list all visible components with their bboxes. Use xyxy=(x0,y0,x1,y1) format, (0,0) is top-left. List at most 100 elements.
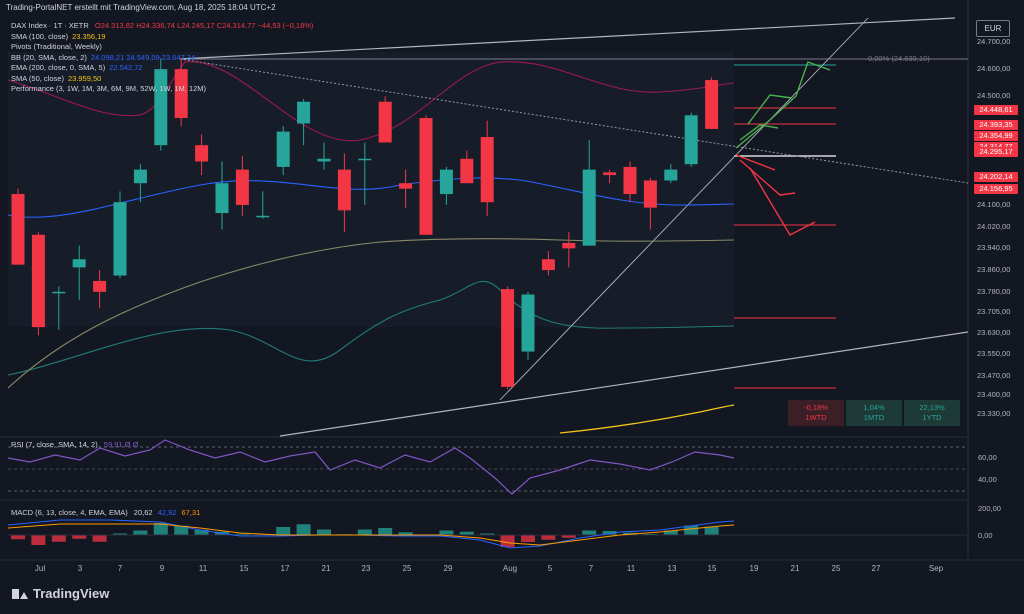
candle-body xyxy=(582,169,596,246)
time-tick: 23 xyxy=(362,564,371,573)
macd-bar xyxy=(663,530,678,535)
candle-body xyxy=(460,158,474,184)
rsi-tick-60: 60,00 xyxy=(978,453,997,462)
candle[interactable] xyxy=(113,191,127,279)
candle[interactable] xyxy=(52,286,66,330)
indicator-row[interactable]: SMA (50, close) 23.959,50 xyxy=(11,74,313,85)
symbol-title[interactable]: DAX Index · 1T · XETR xyxy=(11,21,89,30)
rsi-label[interactable]: RSI (7, close, SMA, 14, 2) xyxy=(11,440,98,449)
candle[interactable] xyxy=(684,112,698,167)
candle[interactable] xyxy=(439,166,453,205)
attribution-text: Trading-PortalNET erstellt mit TradingVi… xyxy=(6,3,276,12)
candle-body xyxy=(276,131,290,167)
time-tick: Aug xyxy=(503,564,517,573)
candle[interactable] xyxy=(256,191,270,219)
brand-logo[interactable]: TradingView xyxy=(12,586,109,601)
candle[interactable] xyxy=(460,150,474,184)
performance-box: 22,13% 1YTD xyxy=(904,400,960,426)
candle[interactable] xyxy=(154,58,168,151)
candlestick-series[interactable] xyxy=(11,58,719,390)
candle-body xyxy=(562,242,576,249)
macd-lines xyxy=(7,519,968,549)
projection-arrows xyxy=(735,61,831,236)
candle[interactable] xyxy=(582,139,596,246)
price-label[interactable]: 24.354,99 xyxy=(974,130,1018,141)
candle[interactable] xyxy=(72,245,86,300)
candle[interactable] xyxy=(501,286,515,390)
candle[interactable] xyxy=(195,134,209,176)
candle[interactable] xyxy=(643,177,657,230)
price-axis[interactable]: 24.700,00 24.600,00 24.500,00 24.020,00 23.9… xyxy=(968,0,1024,560)
indicator-row[interactable]: SMA (100, close) 23.356,19 xyxy=(11,32,313,43)
candle[interactable] xyxy=(358,142,372,205)
candle[interactable] xyxy=(31,232,45,336)
indicator-row[interactable]: Pivots (Traditional, Weekly) xyxy=(11,42,313,53)
candle[interactable] xyxy=(480,120,494,216)
candle[interactable] xyxy=(297,99,311,146)
price-tick: 24.500,00 xyxy=(977,91,1011,101)
time-tick: 15 xyxy=(240,564,249,573)
currency-badge[interactable]: EUR xyxy=(976,20,1010,37)
candle[interactable] xyxy=(521,291,535,360)
macd-bar xyxy=(541,535,556,540)
candle[interactable] xyxy=(705,77,719,129)
macd-bar xyxy=(684,525,699,535)
price-label[interactable]: 24.393,35 xyxy=(974,120,1018,131)
indicator-row[interactable]: EMA (200, close, 0, SMA, 5) 22.542,72 xyxy=(11,63,313,74)
candle-body xyxy=(623,166,637,195)
price-label[interactable]: 24.156,95 xyxy=(974,184,1018,195)
candle[interactable] xyxy=(93,270,107,309)
candle[interactable] xyxy=(562,232,576,268)
candle[interactable] xyxy=(603,169,617,184)
candle[interactable] xyxy=(11,188,25,265)
candle[interactable] xyxy=(541,251,555,276)
macd-bar xyxy=(194,529,209,535)
price-label[interactable]: 24.448,61 xyxy=(974,105,1018,116)
macd-bar xyxy=(153,523,168,535)
price-label[interactable]: 24.202,14 xyxy=(974,172,1018,183)
candle-body xyxy=(705,80,719,129)
candle[interactable] xyxy=(133,164,147,203)
rsi-pane[interactable] xyxy=(7,439,968,495)
performance-period: 1MTD xyxy=(863,413,885,422)
candle[interactable] xyxy=(215,161,229,230)
macd-bar xyxy=(480,533,495,535)
macd-tick-200: 200,00 xyxy=(978,504,1001,513)
candle[interactable] xyxy=(276,126,290,176)
macd-bar xyxy=(51,535,66,542)
macd-bar xyxy=(398,532,413,535)
trendlines xyxy=(179,17,969,437)
candle[interactable] xyxy=(317,142,331,170)
candle-body xyxy=(133,169,147,184)
macd-label[interactable]: MACD (6, 13, close, 4, EMA, EMA) xyxy=(11,508,128,517)
price-label[interactable]: 24.295,17 xyxy=(974,146,1018,157)
indicator-row[interactable]: Performance (3, 1W, 1M, 3M, 6M, 9M, 52W,… xyxy=(11,84,313,95)
time-axis[interactable]: Jul 3 7 9 11 15 17 21 23 25 29 Aug 5 7 11 13 15 19 21 25 27 S… xyxy=(35,564,944,573)
candle[interactable] xyxy=(664,164,678,184)
candle[interactable] xyxy=(174,58,188,127)
candle-body xyxy=(317,158,331,162)
time-tick: 21 xyxy=(791,564,800,573)
price-label[interactable]: 24.314,77 xyxy=(974,141,1018,152)
time-tick: Jul xyxy=(35,564,45,573)
candle[interactable] xyxy=(378,96,392,143)
candle[interactable] xyxy=(399,169,413,208)
candle[interactable] xyxy=(235,156,249,216)
macd-bar xyxy=(357,529,372,535)
macd-bar xyxy=(378,528,393,535)
candle-body xyxy=(11,194,25,265)
macd-bar xyxy=(439,530,454,535)
time-tick: 13 xyxy=(668,564,677,573)
indicator-label: Performance (3, 1W, 1M, 3M, 6M, 9M, 52W,… xyxy=(11,84,207,93)
indicator-row[interactable]: BB (20, SMA, close, 2) 24.098,21 24.549,0… xyxy=(11,53,313,64)
macd-value-2: 42,92 xyxy=(157,508,177,517)
time-tick: 29 xyxy=(444,564,453,573)
candle[interactable] xyxy=(337,153,351,233)
candle[interactable] xyxy=(623,161,637,203)
performance-box: -0,18% 1WTD xyxy=(788,400,844,426)
macd-value-1: 20,62 xyxy=(133,508,153,517)
macd-bar xyxy=(602,531,617,535)
candle[interactable] xyxy=(419,115,433,235)
